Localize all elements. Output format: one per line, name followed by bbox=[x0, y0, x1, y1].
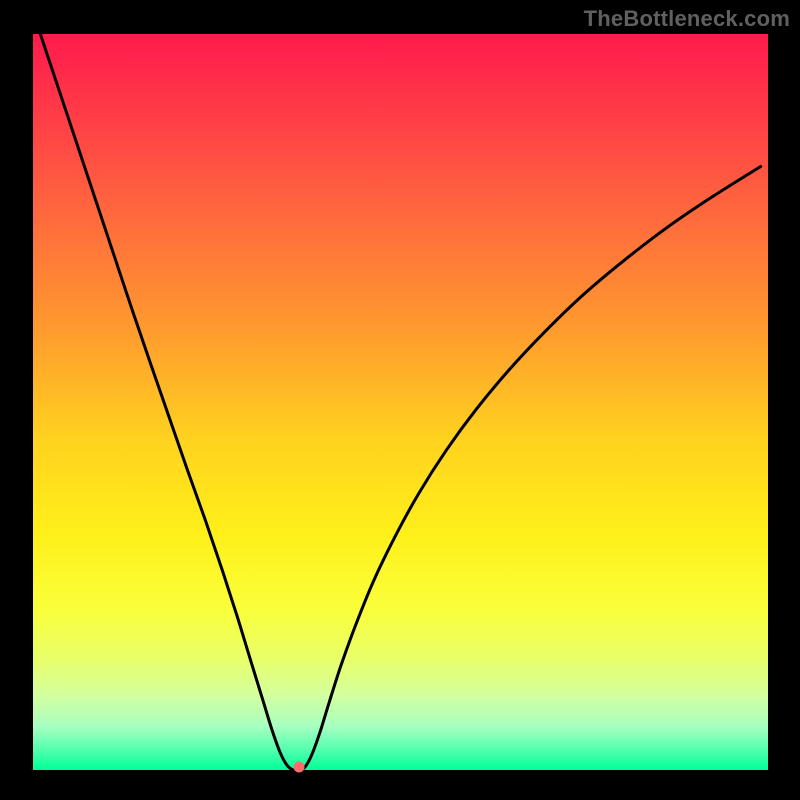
chart-root: { "watermark": { "text": "TheBottleneck.… bbox=[0, 0, 800, 800]
optimum-marker bbox=[294, 762, 305, 773]
curve-svg bbox=[33, 34, 768, 770]
watermark-text: TheBottleneck.com bbox=[584, 6, 790, 32]
plot-area bbox=[33, 34, 768, 770]
bottleneck-curve bbox=[40, 34, 760, 770]
